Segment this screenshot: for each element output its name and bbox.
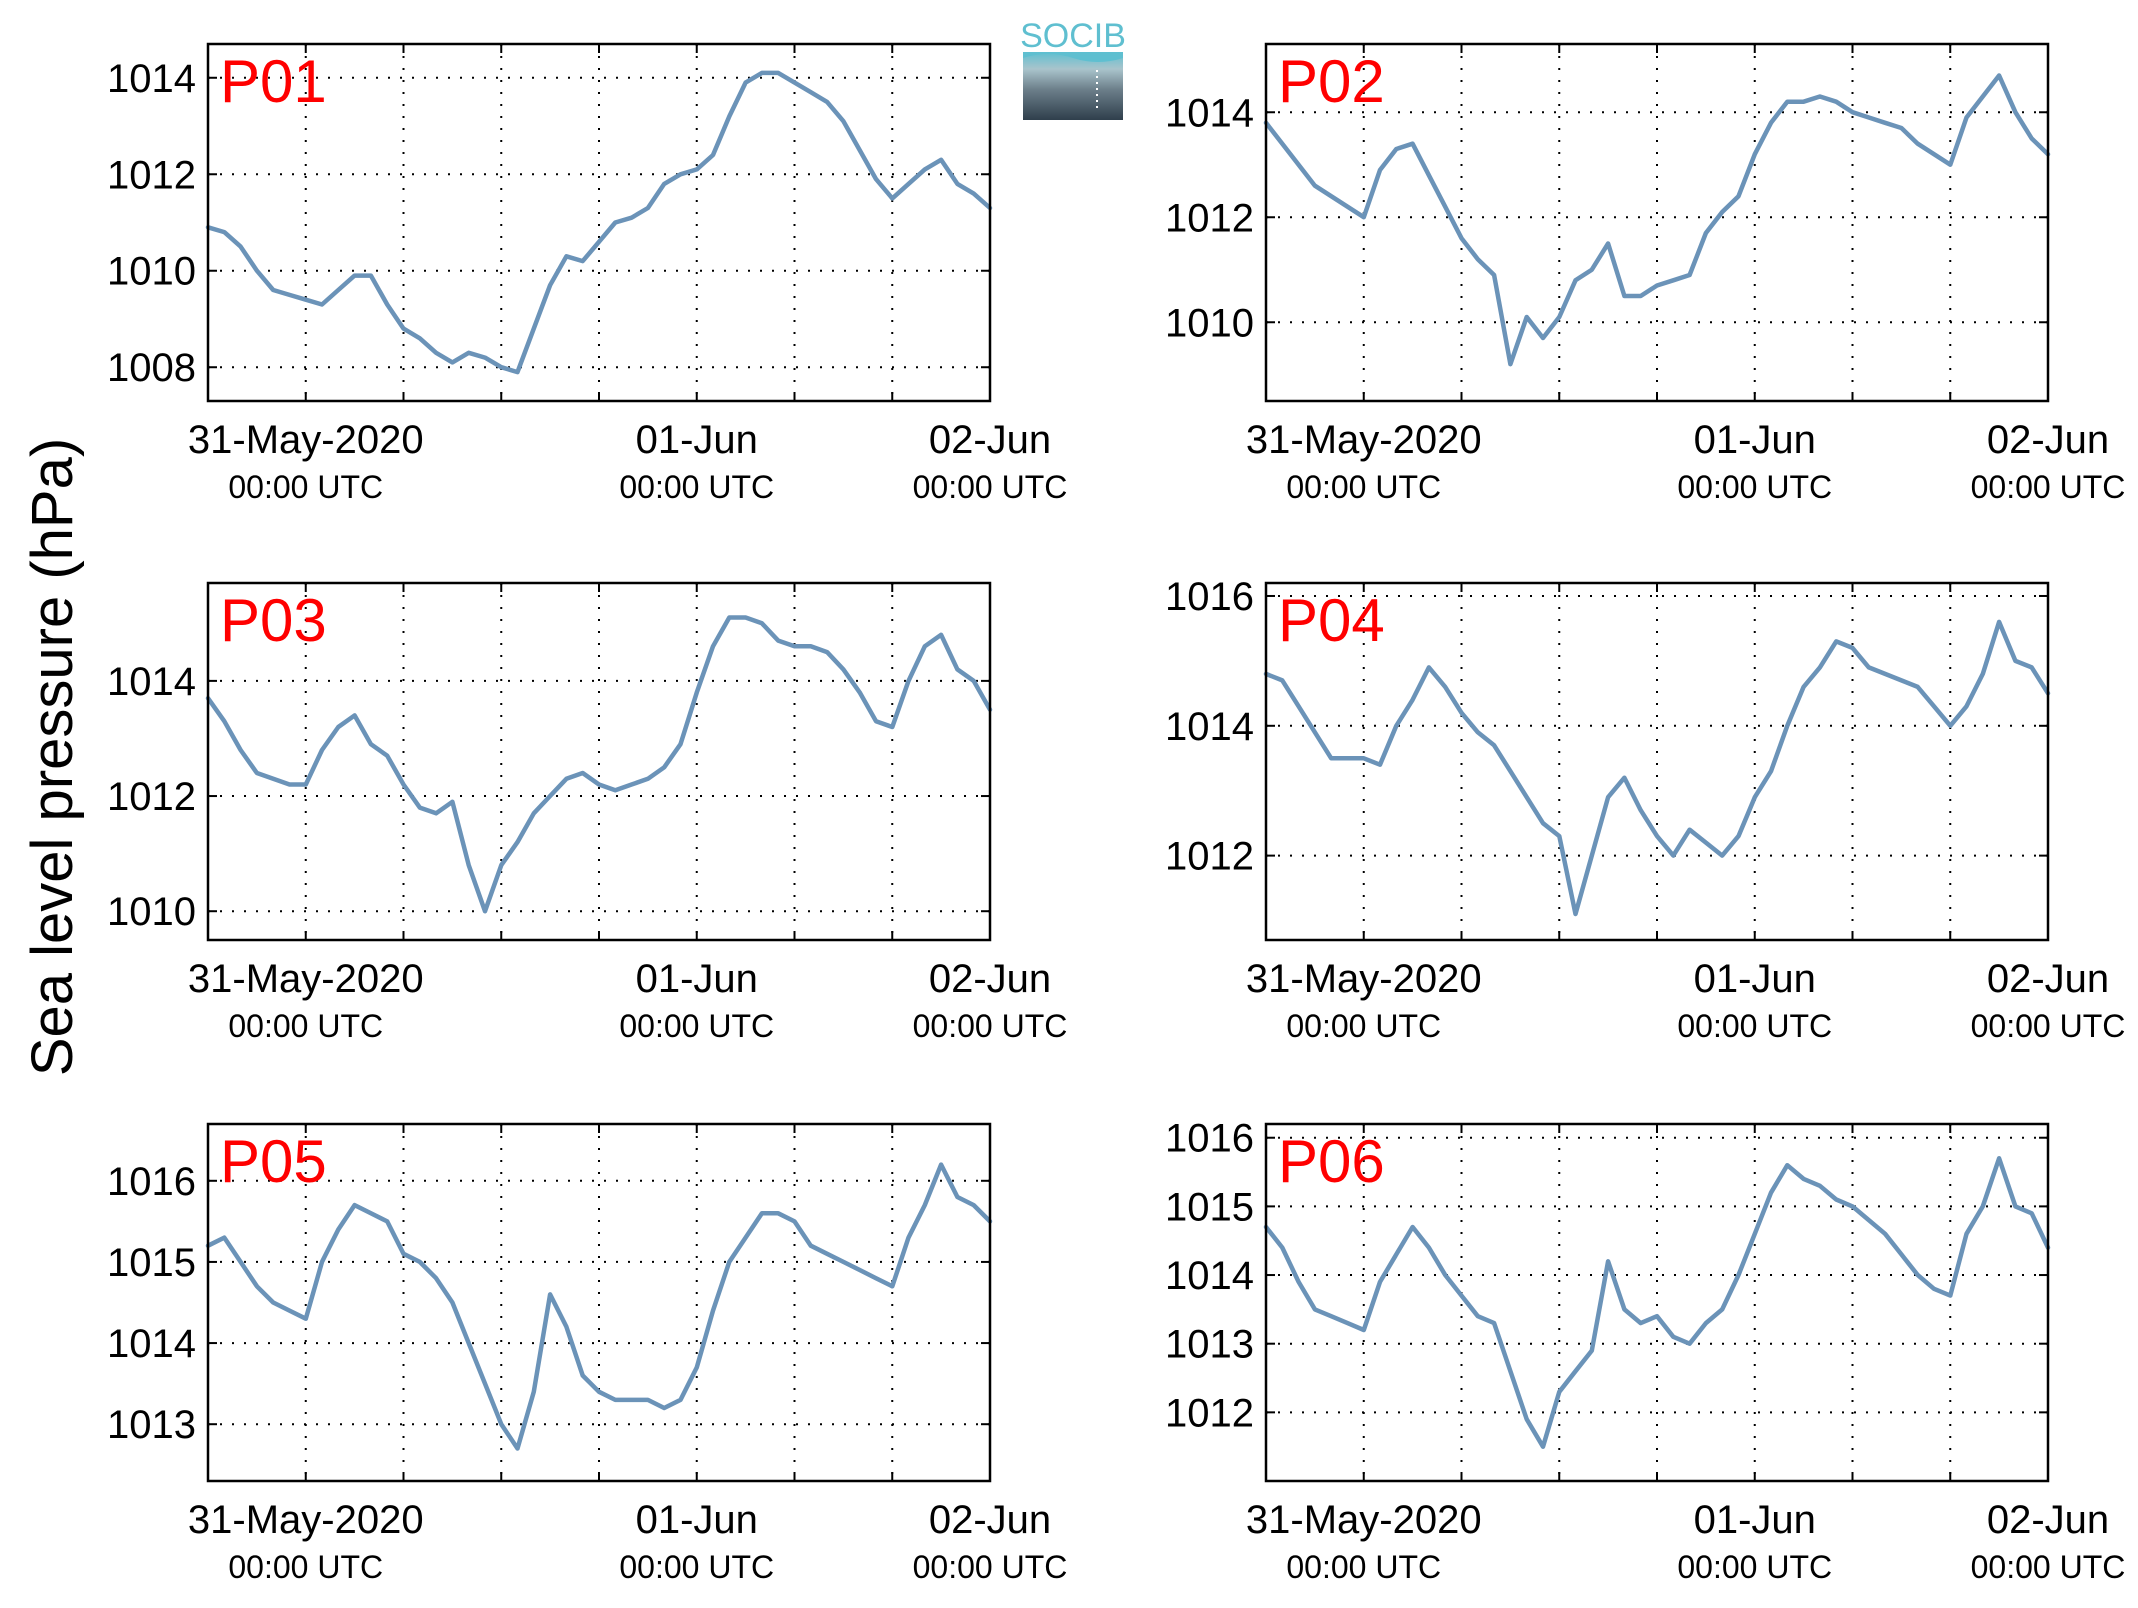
- y-tick-label: 1013: [107, 1403, 196, 1447]
- x-tick-label-date: 02-Jun: [1987, 418, 2109, 462]
- x-tick-label-date: 31-May-2020: [188, 957, 424, 1001]
- y-tick-label: 1010: [107, 250, 196, 294]
- x-tick-label-date: 31-May-2020: [1246, 1498, 1482, 1542]
- y-axis-label: Sea level pressure (hPa): [20, 438, 85, 1076]
- x-tick-label-time: 00:00 UTC: [228, 1549, 383, 1585]
- x-tick-label-date: 02-Jun: [929, 1498, 1051, 1542]
- x-tick-label-date: 31-May-2020: [188, 418, 424, 462]
- axes-frame: [1264, 1122, 2050, 1483]
- x-tick-label-time: 00:00 UTC: [619, 469, 774, 505]
- x-tick-label-time: 00:00 UTC: [228, 469, 383, 505]
- y-tick-label: 1014: [107, 57, 196, 101]
- y-tick-label: 1012: [1165, 196, 1254, 240]
- x-tick-label-time: 00:00 UTC: [1286, 1549, 1441, 1585]
- x-tick-label-time: 00:00 UTC: [619, 1549, 774, 1585]
- x-tick-label-time: 00:00 UTC: [619, 1008, 774, 1044]
- pressure-series-line: [205, 70, 993, 375]
- y-tick-label: 1015: [107, 1241, 196, 1285]
- y-tick-label: 1014: [107, 660, 196, 704]
- x-tick-label-time: 00:00 UTC: [1677, 1549, 1832, 1585]
- pressure-series-line: [205, 615, 993, 914]
- x-tick-label-time: 00:00 UTC: [1286, 469, 1441, 505]
- y-tick-label: 1010: [1165, 301, 1254, 345]
- x-tick-label-time: 00:00 UTC: [1971, 469, 2126, 505]
- panel-p04: 1012 1014 1016 P04 31-May-2020 00:00 UTC 01-Ju…: [1165, 575, 2125, 1044]
- station-label: P01: [220, 48, 327, 115]
- y-tick-label: 1014: [1165, 1254, 1254, 1298]
- y-tick-label: 1012: [1165, 835, 1254, 879]
- y-tick-label: 1014: [1165, 705, 1254, 749]
- y-tick-label: 1012: [107, 153, 196, 197]
- x-tick-label-date: 02-Jun: [1987, 1498, 2109, 1542]
- station-label: P02: [1278, 48, 1385, 115]
- x-tick-label-date: 02-Jun: [1987, 957, 2109, 1001]
- station-label: P06: [1278, 1128, 1385, 1195]
- x-tick-label-time: 00:00 UTC: [1677, 469, 1832, 505]
- x-tick-label-time: 00:00 UTC: [1286, 1008, 1441, 1044]
- panel-p03: 1010 1012 1014 P03 31-May-2020 00:00 UTC 01-Ju…: [107, 581, 1068, 1044]
- pressure-series-line: [205, 1162, 993, 1451]
- y-tick-label: 1016: [107, 1160, 196, 1204]
- pressure-series-line: [1263, 619, 2051, 917]
- x-tick-label-date: 01-Jun: [636, 957, 758, 1001]
- x-tick-label-date: 02-Jun: [929, 418, 1051, 462]
- x-tick-label-time: 00:00 UTC: [913, 1008, 1068, 1044]
- x-tick-label-time: 00:00 UTC: [913, 469, 1068, 505]
- axes-frame: [206, 581, 992, 942]
- pressure-series-line: [1263, 1156, 2051, 1449]
- x-tick-label-date: 01-Jun: [1694, 957, 1816, 1001]
- panel-p02: 1010 1012 1014 P02 31-May-2020 00:00 UTC 01-Ju…: [1165, 42, 2126, 505]
- panels: 1008 1010 1012 1014 P01 31-May-2020 00:00 UTC 0…: [107, 42, 2126, 1585]
- y-tick-label: 1014: [1165, 91, 1254, 135]
- panel-p01: 1008 1010 1012 1014 P01 31-May-2020 00:00 UTC 0…: [107, 42, 1068, 505]
- x-tick-label-date: 01-Jun: [1694, 1498, 1816, 1542]
- y-tick-label: 1008: [107, 346, 196, 390]
- station-label: P05: [220, 1128, 327, 1195]
- axes-frame: [206, 42, 992, 403]
- axes-frame: [1264, 42, 2050, 403]
- y-tick-label: 1010: [107, 890, 196, 934]
- y-tick-label: 1012: [1165, 1391, 1254, 1435]
- logo-wave: [1023, 52, 1123, 62]
- x-tick-label-date: 01-Jun: [636, 1498, 758, 1542]
- logo-gradient-block: [1023, 52, 1123, 120]
- x-tick-label-date: 02-Jun: [929, 957, 1051, 1001]
- panel-p06: 1012 1013 1014 1015 1016 P06 31-May-2020 00:00 …: [1165, 1117, 2125, 1585]
- x-tick-label-date: 01-Jun: [636, 418, 758, 462]
- x-tick-label-time: 00:00 UTC: [1971, 1549, 2126, 1585]
- station-label: P03: [220, 587, 327, 654]
- x-tick-label-time: 00:00 UTC: [913, 1549, 1068, 1585]
- pressure-series-line: [1263, 73, 2051, 367]
- logo-text: SOCIB: [1020, 17, 1126, 55]
- y-tick-label: 1012: [107, 775, 196, 819]
- panel-p05: 1013 1014 1015 1016 P05 31-May-2020 00:00 UTC 0…: [107, 1122, 1068, 1585]
- axes-frame: [206, 1122, 992, 1483]
- x-tick-label-time: 00:00 UTC: [1677, 1008, 1832, 1044]
- x-tick-label-date: 31-May-2020: [188, 1498, 424, 1542]
- socib-logo: SOCIB: [1020, 17, 1126, 120]
- x-tick-label-time: 00:00 UTC: [1971, 1008, 2126, 1044]
- y-tick-label: 1013: [1165, 1323, 1254, 1367]
- x-tick-label-date: 31-May-2020: [1246, 418, 1482, 462]
- x-tick-label-date: 01-Jun: [1694, 418, 1816, 462]
- y-tick-label: 1016: [1165, 575, 1254, 619]
- x-tick-label-time: 00:00 UTC: [228, 1008, 383, 1044]
- y-tick-label: 1015: [1165, 1185, 1254, 1229]
- axes-frame: [1264, 581, 2050, 942]
- x-tick-label-date: 31-May-2020: [1246, 957, 1482, 1001]
- station-label: P04: [1278, 587, 1385, 654]
- y-tick-label: 1016: [1165, 1117, 1254, 1161]
- y-tick-label: 1014: [107, 1322, 196, 1366]
